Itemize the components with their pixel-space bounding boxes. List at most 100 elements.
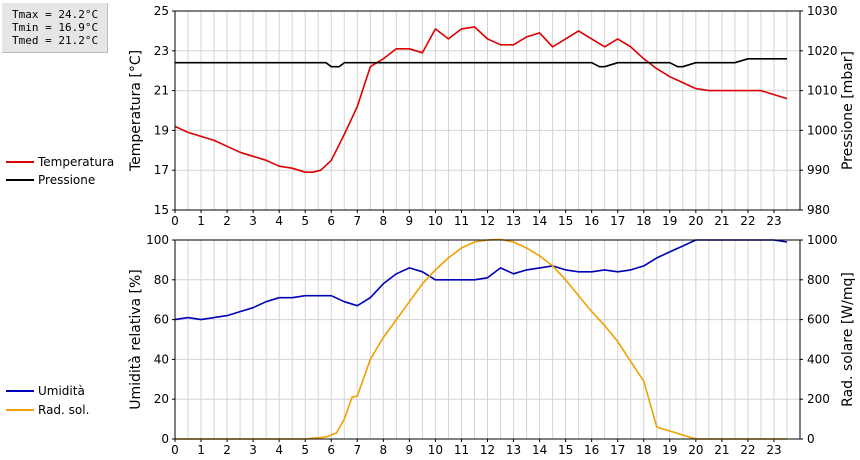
x-tick-label: 5 (301, 214, 309, 228)
x-tick-label: 12 (480, 214, 495, 228)
x-tick-label: 6 (327, 443, 335, 457)
y-right-tick-label: 400 (807, 352, 830, 366)
x-tick-label: 0 (171, 214, 179, 228)
x-tick-label: 10 (428, 214, 443, 228)
legend-label-pressure: Pressione (38, 173, 96, 187)
x-tick-label: 13 (506, 443, 521, 457)
y-right-tick-label: 1030 (807, 4, 838, 18)
y-left-tick-label: 100 (146, 233, 169, 247)
y-right-tick-label: 200 (807, 392, 830, 406)
x-tick-label: 1 (197, 443, 205, 457)
x-tick-label: 8 (380, 443, 388, 457)
x-tick-label: 0 (171, 443, 179, 457)
temperature-pressure-panel: 0 1 2 3 4 5 6 7 8 9 10 11 12 13 14 15 16 17 18 19 20 21 22 2315… (128, 4, 856, 228)
tmin-text: Tmin = 16.9°C (12, 21, 99, 34)
x-tick-label: 9 (406, 214, 414, 228)
legend-swatch-radiation (6, 409, 34, 411)
plot-frame (174, 10, 801, 211)
legend-item-temperature: Temperatura (6, 154, 114, 170)
x-tick-label: 14 (532, 214, 547, 228)
x-tick-label: 22 (740, 214, 755, 228)
x-tick-label: 15 (558, 214, 573, 228)
x-tick-label: 4 (275, 214, 283, 228)
x-tick-label: 23 (766, 443, 781, 457)
x-tick-label: 18 (636, 443, 651, 457)
x-tick-label: 4 (275, 443, 283, 457)
x-tick-label: 11 (454, 214, 469, 228)
legend-label-humidity: Umidità (38, 384, 85, 398)
legend-label-temperature: Temperatura (38, 155, 115, 169)
y-right-tick-label: 1010 (807, 84, 838, 98)
x-tick-label: 20 (688, 214, 703, 228)
x-tick-label: 3 (249, 443, 257, 457)
y-right-tick-label: 990 (807, 163, 830, 177)
stats-box: Tmax = 24.2°C Tmin = 16.9°C Tmed = 21.2°… (2, 3, 108, 53)
y-left-tick-label: 19 (154, 123, 169, 137)
series-line-humidity (174, 239, 788, 321)
y-left-tick-label: 60 (154, 313, 169, 327)
y-left-tick-label: 25 (154, 4, 169, 18)
x-tick-label: 2 (223, 214, 231, 228)
tmax-text: Tmax = 24.2°C (12, 8, 99, 21)
legend-swatch-humidity (6, 390, 34, 392)
x-tick-label: 10 (428, 443, 443, 457)
x-tick-label: 20 (688, 443, 703, 457)
y-right-tick-label: 1020 (807, 44, 838, 58)
humidity-radiation-panel: 0 1 2 3 4 5 6 7 8 9 10 11 12 13 14 15 16 17 18 19 20 21 22 230 0… (128, 233, 856, 457)
y-right-tick-label: 800 (807, 273, 830, 287)
y-left-axis-title: Temperatura [°C] (128, 50, 144, 172)
x-tick-label: 21 (714, 214, 729, 228)
series-line-pressure (175, 57, 787, 68)
legend-item-radiation: Rad. sol. (6, 402, 89, 418)
x-tick-label: 22 (740, 443, 755, 457)
x-tick-label: 16 (584, 443, 599, 457)
x-tick-label: 13 (506, 214, 521, 228)
y-left-tick-label: 0 (161, 432, 169, 446)
x-tick-label: 19 (662, 214, 677, 228)
legend-swatch-temperature (6, 161, 34, 163)
y-left-tick-label: 20 (154, 392, 169, 406)
legend-item-humidity: Umidità (6, 383, 85, 399)
y-left-tick-label: 17 (154, 163, 169, 177)
x-tick-label: 18 (636, 214, 651, 228)
x-tick-label: 3 (249, 214, 257, 228)
y-right-tick-label: 1000 (807, 123, 838, 137)
x-tick-label: 8 (380, 214, 388, 228)
y-left-tick-label: 15 (154, 203, 169, 217)
x-tick-label: 12 (480, 443, 495, 457)
series-line-temperature (174, 26, 788, 173)
y-left-axis-title: Umidità relativa [%] (128, 269, 144, 410)
x-tick-label: 7 (353, 214, 361, 228)
x-tick-label: 23 (766, 214, 781, 228)
x-tick-label: 14 (532, 443, 547, 457)
y-left-tick-label: 40 (154, 352, 169, 366)
x-tick-label: 6 (327, 214, 335, 228)
y-right-tick-label: 1000 (807, 233, 838, 247)
series-line-radiation (175, 238, 787, 440)
y-right-axis-title: Pressione [mbar] (840, 51, 856, 170)
x-tick-label: 15 (558, 443, 573, 457)
legend-label-radiation: Rad. sol. (38, 403, 90, 417)
plot-frame (174, 239, 801, 440)
x-tick-label: 11 (454, 443, 469, 457)
y-right-tick-label: 980 (807, 203, 830, 217)
x-tick-label: 21 (714, 443, 729, 457)
y-right-tick-label: 0 (807, 432, 815, 446)
x-tick-label: 17 (610, 443, 625, 457)
y-left-tick-label: 21 (154, 84, 169, 98)
y-right-tick-label: 600 (807, 313, 830, 327)
legend-item-pressure: Pressione (6, 172, 95, 188)
x-tick-label: 19 (662, 443, 677, 457)
x-tick-label: 1 (197, 214, 205, 228)
legend-swatch-pressure (6, 179, 34, 181)
x-tick-label: 5 (301, 443, 309, 457)
x-tick-label: 16 (584, 214, 599, 228)
x-tick-label: 9 (406, 443, 414, 457)
y-left-tick-label: 23 (154, 44, 169, 58)
x-tick-label: 7 (353, 443, 361, 457)
x-tick-label: 17 (610, 214, 625, 228)
y-right-axis-title: Rad. solare [W/mq] (840, 272, 856, 407)
y-left-tick-label: 80 (154, 273, 169, 287)
tmed-text: Tmed = 21.2°C (12, 34, 99, 47)
